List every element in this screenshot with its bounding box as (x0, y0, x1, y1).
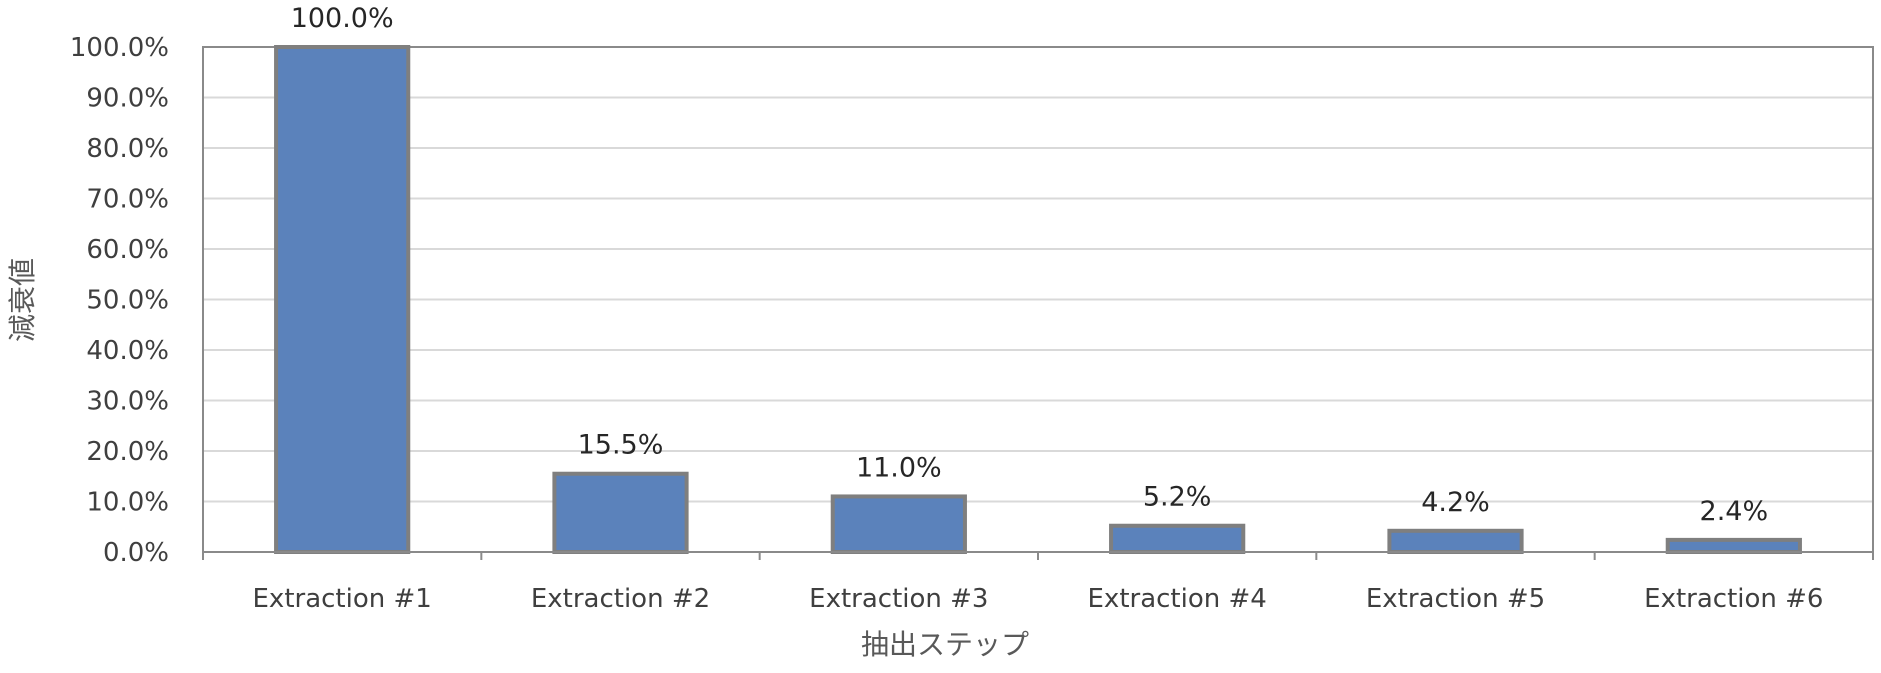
bars (274, 45, 1802, 555)
x-tick-label: Extraction #5 (1366, 584, 1545, 614)
data-label: 100.0% (291, 3, 394, 34)
bar (830, 494, 967, 555)
x-tick-label: Extraction #6 (1644, 584, 1823, 614)
y-tick-label: 60.0% (86, 235, 169, 265)
y-tick-label: 100.0% (70, 33, 169, 63)
x-tick-labels: Extraction #1 Extraction #2 Extraction #3 E… (253, 584, 1824, 614)
x-tick-label: Extraction #2 (531, 584, 710, 614)
y-tick-label: 90.0% (86, 84, 169, 114)
y-tick-label: 10.0% (86, 488, 169, 518)
gridlines (202, 46, 1874, 553)
y-tick-label: 30.0% (86, 387, 169, 417)
data-label: 4.2% (1421, 487, 1490, 518)
y-tick-label: 40.0% (86, 336, 169, 366)
y-tick-label: 80.0% (86, 134, 169, 164)
y-tick-label: 0.0% (103, 538, 169, 568)
bar (274, 45, 411, 554)
data-label: 15.5% (578, 430, 664, 461)
x-axis-title: 抽出ステップ (861, 628, 1029, 661)
data-label: 11.0% (856, 452, 942, 483)
data-label: 5.2% (1143, 482, 1212, 513)
data-labels: 100.0% 15.5% 11.0% 5.2% 4.2% 2.4% (291, 3, 1768, 527)
x-tick-label: Extraction #1 (253, 584, 432, 614)
y-tick-label: 70.0% (86, 185, 169, 215)
y-axis-title: 減衰値 (6, 258, 39, 342)
y-tick-labels: 0.0% 10.0% 20.0% 30.0% 40.0% 50.0% 60.0% 70.0% 8… (70, 33, 169, 568)
bar (552, 471, 689, 555)
data-label: 2.4% (1700, 496, 1769, 527)
axes (202, 551, 1874, 560)
x-tick-label: Extraction #3 (809, 584, 988, 614)
bar (1665, 537, 1802, 555)
y-tick-label: 20.0% (86, 437, 169, 467)
bar (1109, 523, 1246, 554)
y-tick-label: 50.0% (86, 286, 169, 316)
x-tick-label: Extraction #4 (1088, 584, 1267, 614)
bar (1387, 528, 1524, 554)
